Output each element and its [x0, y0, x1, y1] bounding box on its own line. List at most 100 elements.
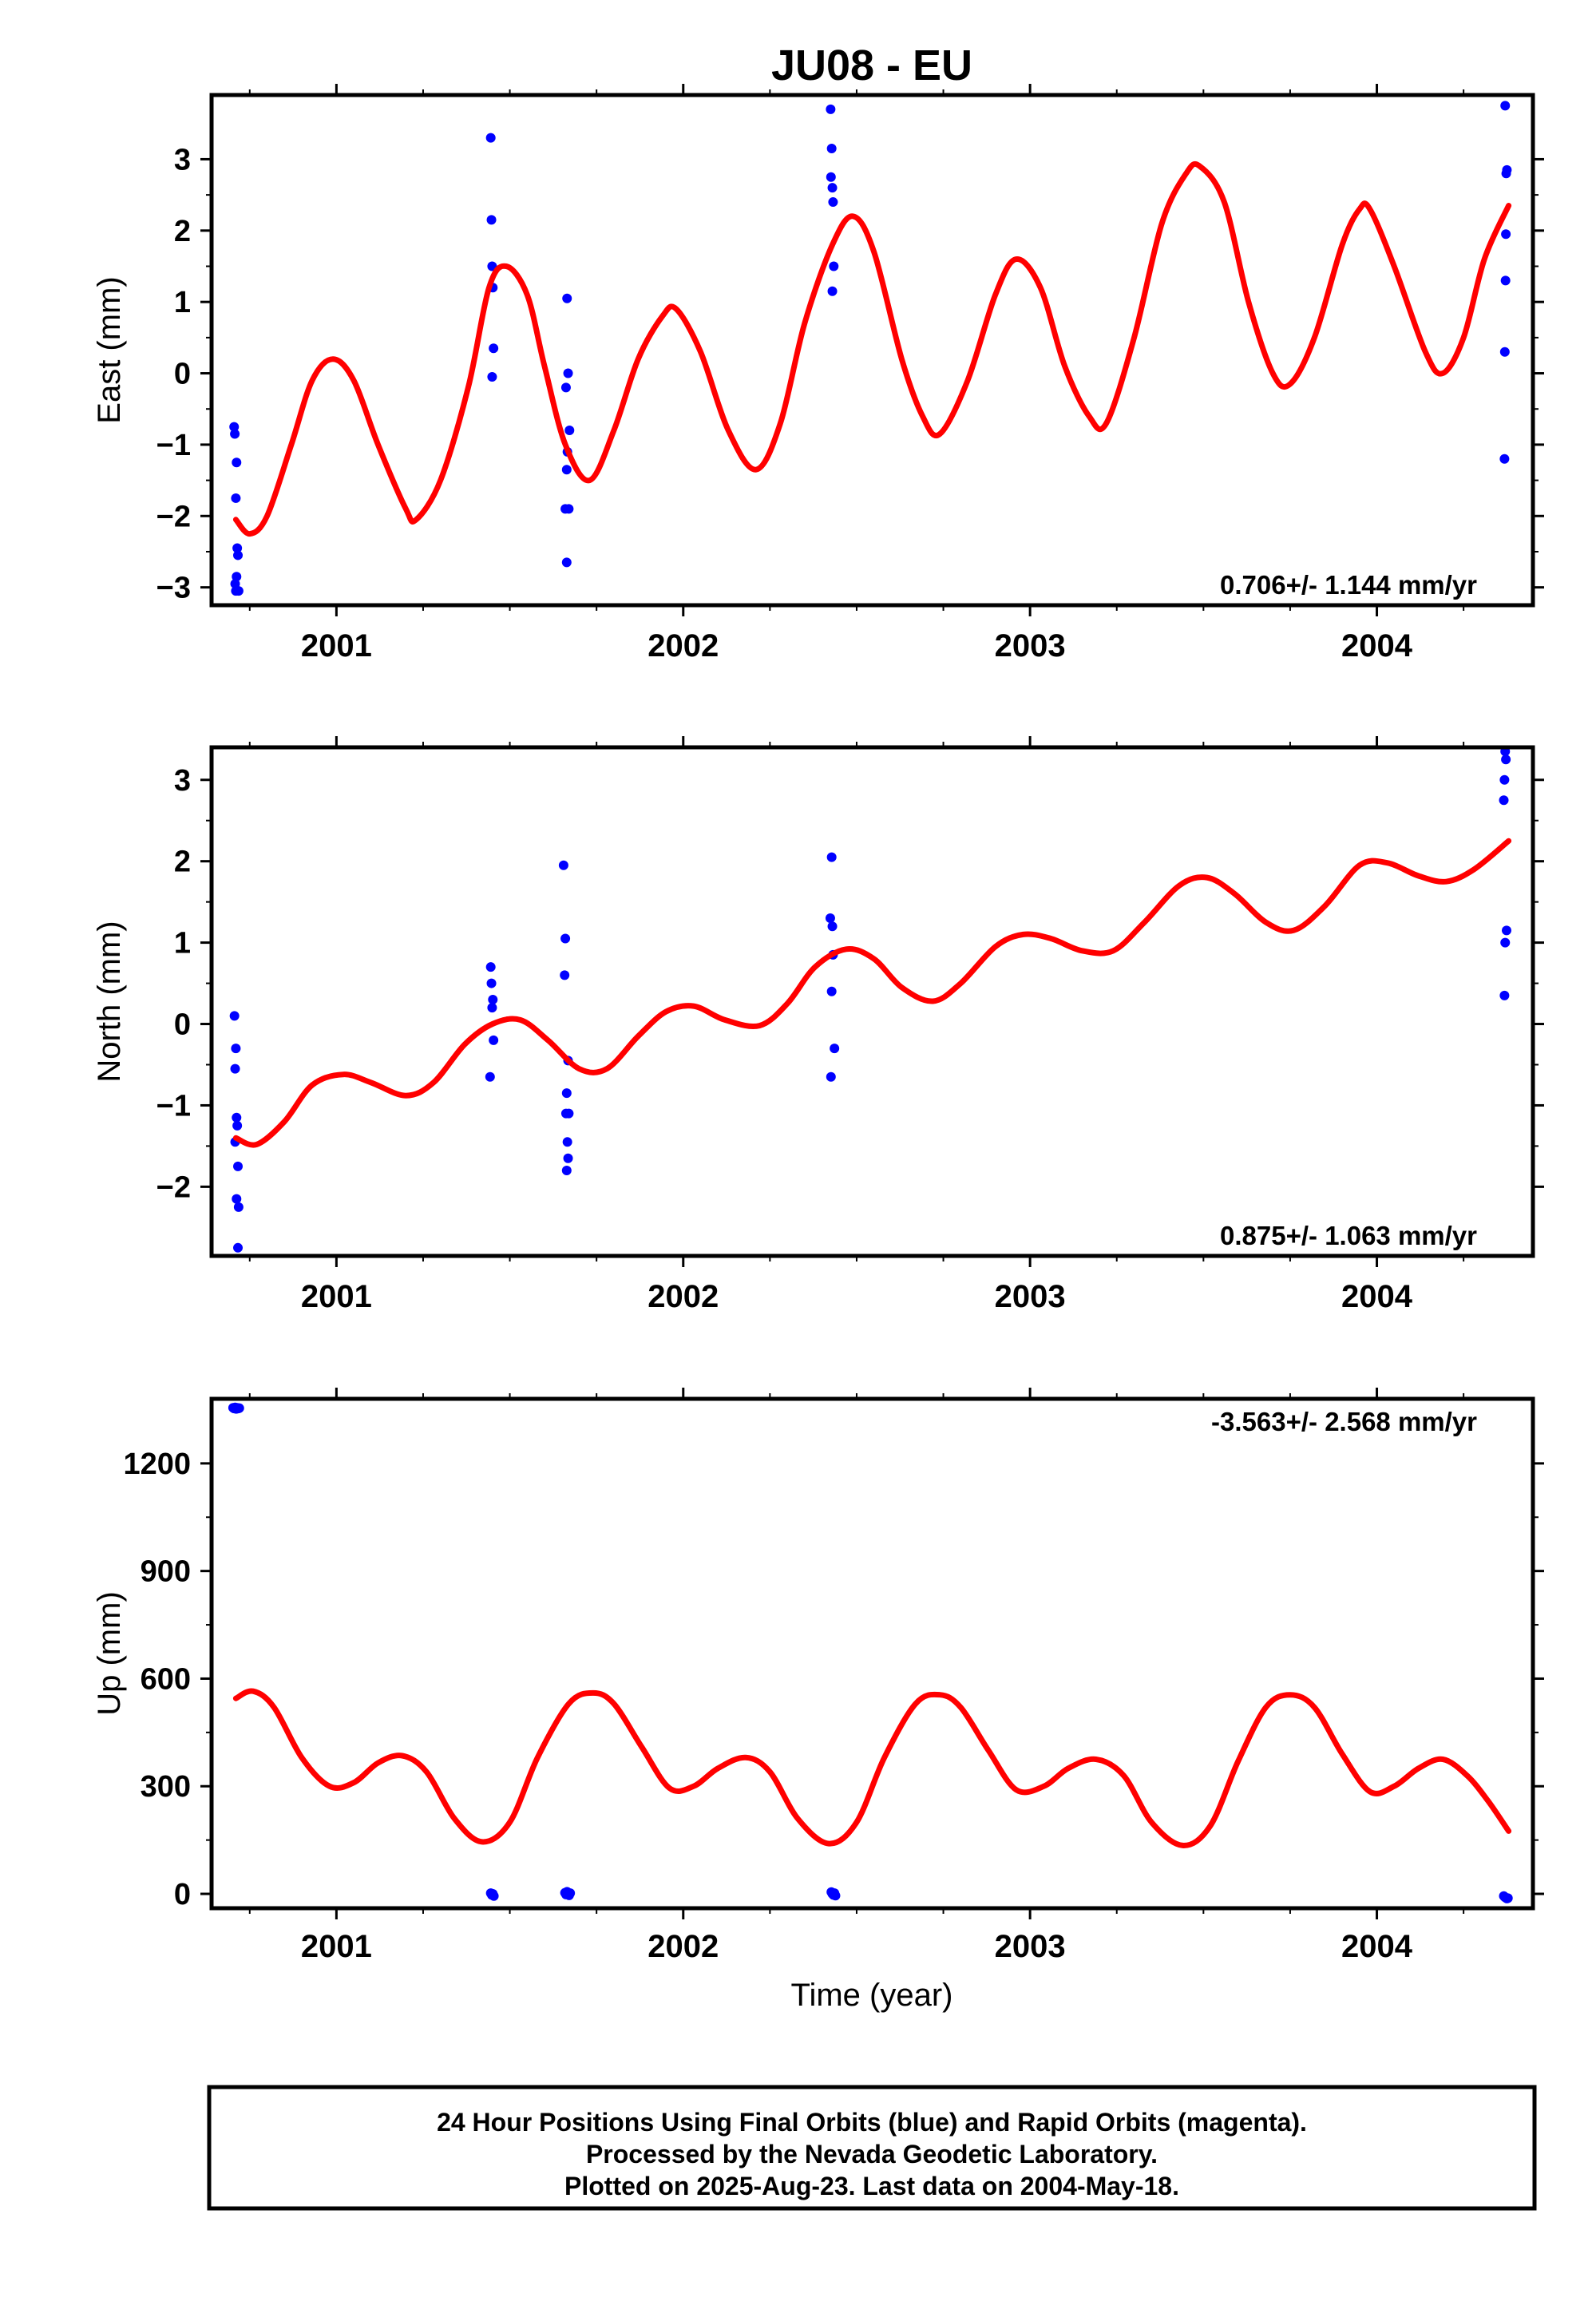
data-point	[562, 293, 572, 303]
x-tick-label: 2004	[1341, 628, 1413, 663]
data-point	[232, 457, 242, 468]
data-point	[1499, 990, 1510, 1000]
data-point	[489, 1891, 499, 1901]
x-tick-label: 2004	[1341, 1929, 1413, 1964]
data-point	[486, 215, 497, 225]
y-tick-label: 1200	[123, 1448, 191, 1481]
data-point	[561, 465, 572, 475]
data-point	[563, 368, 573, 378]
data-point	[232, 1120, 243, 1131]
data-point	[230, 1063, 240, 1074]
data-point	[487, 1003, 497, 1013]
x-tick-label: 2001	[301, 1279, 372, 1314]
data-point	[234, 1403, 244, 1413]
rate-annotation: 0.706+/- 1.144 mm/yr	[1220, 570, 1477, 600]
data-point	[1500, 937, 1511, 948]
y-tick-label: −2	[156, 500, 191, 533]
data-point	[485, 133, 496, 143]
y-tick-label: 0	[174, 1878, 191, 1911]
data-point	[489, 343, 499, 354]
plot-frame	[209, 745, 1535, 1258]
data-point	[828, 197, 838, 208]
data-point	[562, 1137, 572, 1147]
data-point	[826, 1071, 836, 1082]
data-point	[1501, 925, 1511, 936]
data-point	[1500, 747, 1511, 757]
data-point	[564, 426, 575, 436]
observations-east	[229, 101, 1512, 596]
data-point	[560, 382, 571, 393]
observations-north	[229, 747, 1511, 1253]
data-point	[485, 962, 496, 972]
y-axis-label: North (mm)	[92, 921, 127, 1082]
data-point	[1499, 795, 1509, 806]
data-point	[827, 183, 838, 193]
data-point	[231, 493, 241, 503]
data-point	[1501, 168, 1511, 179]
y-tick-label: 2	[174, 215, 191, 248]
data-point	[230, 429, 240, 439]
y-tick-label: 2	[174, 846, 191, 879]
x-tick-label: 2003	[995, 628, 1066, 663]
data-point	[561, 557, 572, 568]
data-point	[560, 933, 571, 944]
x-tick-label: 2003	[995, 1279, 1066, 1314]
data-point	[233, 1202, 244, 1212]
data-point	[232, 572, 242, 582]
data-point	[1500, 101, 1511, 111]
data-point	[830, 1891, 841, 1901]
data-point	[1501, 229, 1511, 240]
rate-annotation: 0.875+/- 1.063 mm/yr	[1220, 1221, 1477, 1250]
chart-title: JU08 - EU	[771, 42, 972, 89]
data-point	[486, 978, 497, 988]
data-point	[829, 261, 839, 271]
data-point	[565, 1888, 576, 1899]
data-point	[560, 970, 570, 980]
data-point	[827, 921, 838, 932]
panel-east: −3 −2 −1 0 1 2 3 2001 2002 2003 2004 East (mm) 0.706…	[92, 84, 1544, 663]
x-tick-label: 2002	[648, 1929, 719, 1964]
data-point	[232, 543, 243, 553]
y-tick-label: 1	[174, 927, 191, 960]
x-tick-label: 2002	[648, 1279, 719, 1314]
data-point	[1501, 755, 1511, 765]
footer-line-2: Processed by the Nevada Geodetic Laborat…	[586, 2140, 1158, 2168]
data-point	[826, 852, 837, 862]
data-point	[1503, 1893, 1513, 1903]
y-tick-label: 900	[141, 1555, 191, 1589]
y-tick-label: 0	[174, 358, 191, 391]
y-tick-label: 600	[141, 1662, 191, 1696]
data-point	[825, 913, 835, 924]
y-tick-label: 3	[174, 143, 191, 176]
footer-line-1: 24 Hour Positions Using Final Orbits (bl…	[437, 2108, 1307, 2137]
data-point	[826, 144, 837, 154]
data-point	[563, 1153, 573, 1163]
data-point	[231, 1044, 241, 1054]
data-point	[230, 579, 240, 589]
data-point	[1499, 453, 1510, 464]
model-curve-east	[232, 160, 1512, 537]
footer-line-3: Plotted on 2025-Aug-23. Last data on 200…	[564, 2172, 1179, 2200]
x-tick-label: 2001	[301, 628, 372, 663]
y-tick-label: 300	[141, 1770, 191, 1804]
x-tick-label: 2001	[301, 1929, 372, 1964]
y-tick-label: 3	[174, 764, 191, 798]
model-curve-up	[232, 1688, 1512, 1848]
y-axis-label: East (mm)	[92, 276, 127, 423]
data-point	[561, 1088, 572, 1099]
data-point	[826, 986, 837, 996]
data-point	[558, 860, 568, 870]
rate-annotation: -3.563+/- 2.568 mm/yr	[1211, 1407, 1477, 1436]
x-tick-label: 2003	[995, 1929, 1066, 1964]
data-point	[488, 994, 498, 1004]
observations-up	[228, 1402, 1513, 1903]
data-point	[826, 104, 836, 114]
data-point	[232, 1194, 242, 1204]
plot-frame	[209, 1396, 1535, 1911]
panel-north: −2 −1 0 1 2 3 2001 2002 2003 2004 North (mm) 0.875+…	[92, 736, 1544, 1314]
data-point	[233, 1242, 244, 1253]
panel-up: 0 300 600 900 1200 2001 2002 2003 2004 Up (mm) -3.…	[92, 1388, 1544, 1964]
data-point	[233, 1161, 244, 1171]
data-point	[564, 504, 574, 514]
data-point	[827, 286, 838, 296]
